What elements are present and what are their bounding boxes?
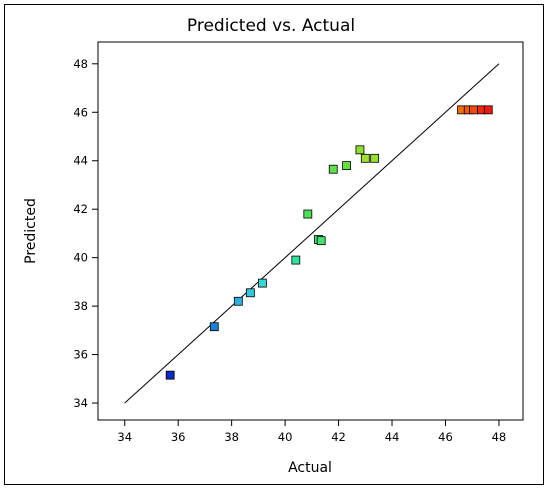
data-point	[370, 153, 380, 163]
y-tick-label: 36	[73, 348, 88, 362]
plot-border	[97, 41, 524, 421]
chart-canvas: Predicted vs. Actual Actual Predicted 34…	[23, 16, 524, 476]
y-tick-label: 38	[73, 299, 88, 313]
data-point	[483, 105, 493, 115]
y-tick-label: 44	[73, 154, 88, 168]
data-point	[209, 322, 219, 332]
data-point	[233, 296, 243, 306]
plot-area: 34 36 38 40 42 44 46 48 34 36 38 40 42 44 46 48	[73, 41, 524, 444]
data-point	[257, 278, 267, 288]
data-point	[469, 105, 478, 115]
x-tick-label: 48	[492, 430, 507, 444]
data-point	[360, 153, 370, 163]
x-tick-label: 40	[278, 430, 293, 444]
y-tick-label: 46	[73, 105, 88, 119]
data-point	[355, 145, 365, 155]
data-point	[303, 209, 313, 219]
y-tick-label: 42	[73, 202, 88, 216]
data-point	[328, 164, 338, 174]
x-tick-label: 36	[171, 430, 186, 444]
data-point	[165, 370, 175, 380]
y-tick-label: 34	[73, 396, 88, 410]
x-tick-label: 42	[331, 430, 346, 444]
data-point	[291, 255, 301, 265]
x-tick-label: 44	[385, 430, 400, 444]
chart-frame: Predicted vs. Actual Actual Predicted 34…	[4, 4, 544, 485]
y-tick-label: 48	[73, 57, 88, 71]
chart-title: Predicted vs. Actual	[187, 16, 355, 36]
x-axis-title: Actual	[288, 460, 332, 476]
x-tick-label: 46	[438, 430, 453, 444]
x-tick-label: 38	[224, 430, 239, 444]
data-point	[342, 161, 351, 170]
x-tick-label: 34	[117, 430, 132, 444]
data-point	[245, 288, 255, 298]
y-tick-label: 40	[73, 251, 88, 265]
reference-line	[124, 63, 500, 404]
y-axis-title: Predicted	[23, 198, 39, 264]
data-point	[316, 236, 326, 246]
